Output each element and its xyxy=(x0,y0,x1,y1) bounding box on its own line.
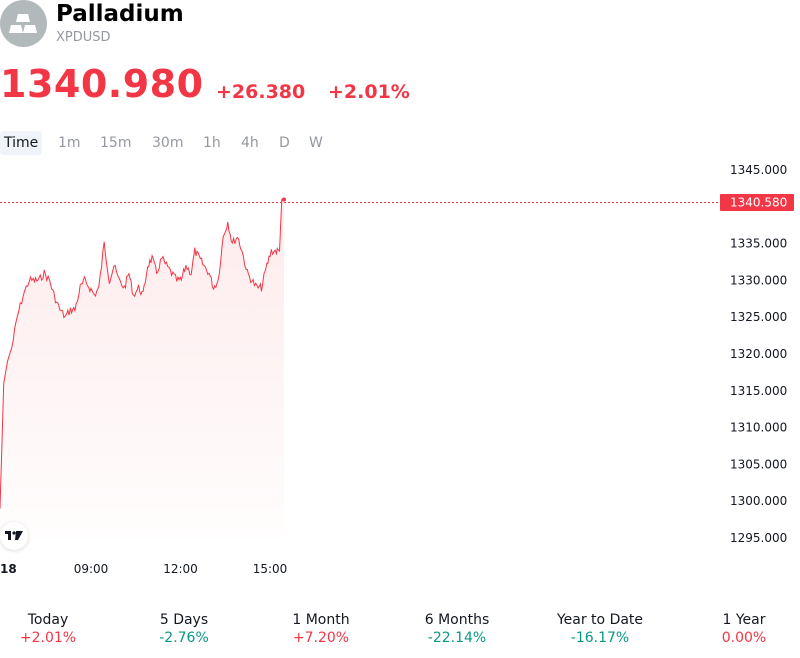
tab-time[interactable]: Time xyxy=(0,131,43,155)
instrument-title: Palladium xyxy=(56,1,184,27)
price-area xyxy=(0,199,284,538)
period-1-month[interactable]: 1 Month +7.20% xyxy=(266,611,376,647)
last-price: 1340.980 xyxy=(0,62,204,106)
gold-bars-icon xyxy=(0,0,47,47)
tab-w[interactable]: W xyxy=(309,135,323,151)
price-change: +26.380 xyxy=(216,81,306,103)
period-value: +7.20% xyxy=(292,630,350,646)
tab-4h[interactable]: 4h xyxy=(241,135,259,151)
period-5-days[interactable]: 5 Days -2.76% xyxy=(129,611,239,647)
x-tick-label: 09:00 xyxy=(74,562,109,576)
x-tick-label: 15:00 xyxy=(253,562,288,576)
instrument-symbol: XPDUSD xyxy=(56,30,111,45)
period-label: 6 Months xyxy=(424,612,490,628)
y-tick-label: 1300.000 xyxy=(730,494,787,508)
period-label: 1 Month xyxy=(292,612,350,628)
y-tick-label: 1320.000 xyxy=(730,347,787,361)
y-tick-label: 1315.000 xyxy=(730,384,787,398)
tradingview-logo-icon[interactable] xyxy=(0,522,28,550)
tab-30m[interactable]: 30m xyxy=(152,135,184,151)
x-tick-label: 18 xyxy=(0,562,17,576)
y-tick-label: 1305.000 xyxy=(730,457,787,471)
period-value: 0.00% xyxy=(721,630,767,646)
price-line xyxy=(0,198,284,509)
y-tick-label: 1295.000 xyxy=(730,531,787,545)
tab-1h[interactable]: 1h xyxy=(203,135,221,151)
price-chart[interactable]: 1345.0001340.0001335.0001330.0001325.000… xyxy=(0,158,800,588)
tab-15m[interactable]: 15m xyxy=(100,135,132,151)
x-tick-label: 12:00 xyxy=(163,562,198,576)
y-tick-label: 1345.000 xyxy=(730,163,787,177)
period-label: 1 Year xyxy=(722,612,766,628)
period-value: -22.14% xyxy=(427,630,487,646)
y-tick-label: 1310.000 xyxy=(730,421,787,435)
y-tick-label: 1330.000 xyxy=(730,273,787,287)
period-label: Year to Date xyxy=(556,612,644,628)
y-axis: 1345.0001340.0001335.0001330.0001325.000… xyxy=(730,163,787,545)
y-tick-label: 1325.000 xyxy=(730,310,787,324)
x-axis: 18 09:00 12:00 15:00 xyxy=(0,562,287,576)
current-price-tag-label: 1340.580 xyxy=(730,196,787,210)
last-price-dot xyxy=(282,197,286,202)
period-6-months[interactable]: 6 Months -22.14% xyxy=(402,611,512,647)
period-label: 5 Days xyxy=(159,612,209,628)
period-value: -2.76% xyxy=(159,630,209,646)
period-1-year[interactable]: 1 Year 0.00% xyxy=(689,611,799,647)
tab-d[interactable]: D xyxy=(279,135,290,151)
price-change-percent: +2.01% xyxy=(328,81,410,103)
period-value: -16.17% xyxy=(570,630,630,646)
period-label: Today xyxy=(27,612,69,628)
period-year-to-date[interactable]: Year to Date -16.17% xyxy=(545,611,655,647)
performance-periods: Today +2.01% 5 Days -2.76% 1 Month +7.20… xyxy=(0,611,800,651)
period-value: +2.01% xyxy=(19,630,77,646)
y-tick-label: 1335.000 xyxy=(730,237,787,251)
current-price-tag: 1340.580 xyxy=(720,194,794,212)
tab-1m[interactable]: 1m xyxy=(58,135,81,151)
period-today[interactable]: Today +2.01% xyxy=(0,611,103,647)
